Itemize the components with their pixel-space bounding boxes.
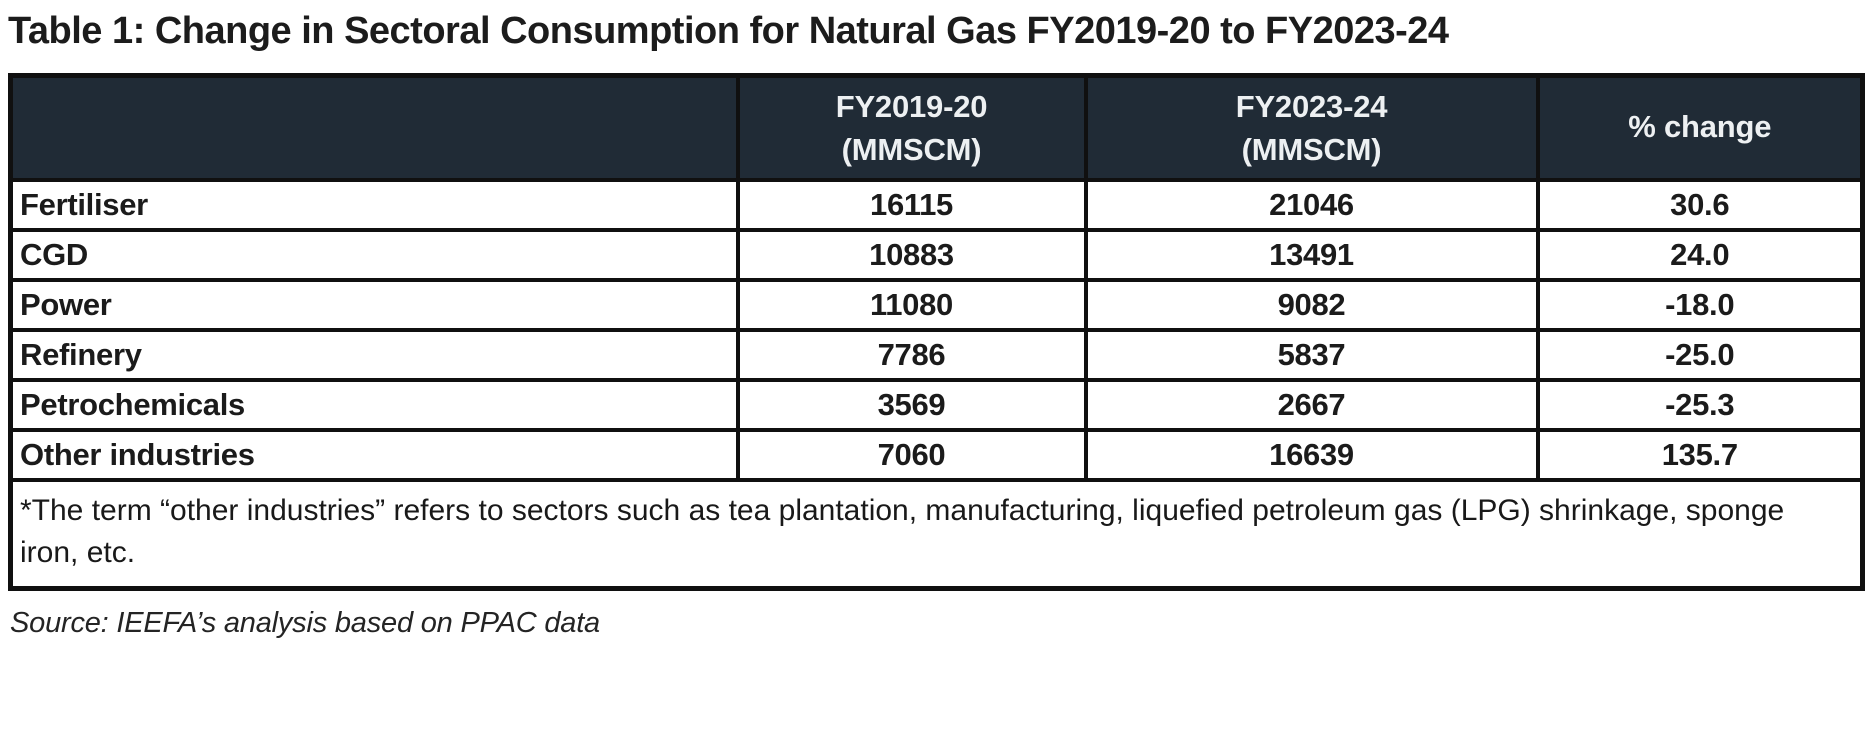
header-label-fy2019-20: FY2019-20 [835,89,988,125]
source-line: Source: IEEFA’s analysis based on PPAC d… [10,606,600,639]
cell-sector: Other industries [8,427,740,482]
cell-sector: Power [8,277,740,332]
table-title: Table 1: Change in Sectoral Consumption … [8,10,1449,52]
cell-pct-change: 24.0 [1535,227,1865,282]
header-label-fy2023-24: FY2023-24 [1235,89,1388,125]
page: Table 1: Change in Sectoral Consumption … [8,10,1865,639]
cell-fy2019-20: 16115 [735,177,1088,232]
table-row-power: Power 11080 9082 -18.0 [8,277,1865,332]
cell-fy2019-20: 7060 [735,427,1088,482]
cell-pct-change: -25.3 [1535,377,1865,432]
table-row-footnote: *The term “other industries” refers to s… [8,477,1865,590]
table-row-petrochemicals: Petrochemicals 3569 2667 -25.3 [8,377,1865,432]
cell-fy2023-24: 16639 [1083,427,1540,482]
cell-fy2019-20: 3569 [735,377,1088,432]
cell-sector: Petrochemicals [8,377,740,432]
header-sublabel-fy2019-20: (MMSCM) [841,132,982,168]
cell-fy2023-24: 2667 [1083,377,1540,432]
table-row-cgd: CGD 10883 13491 24.0 [8,227,1865,282]
table-row-other-industries: Other industries 7060 16639 135.7 [8,427,1865,482]
cell-pct-change: -18.0 [1535,277,1865,332]
cell-fy2023-24: 5837 [1083,327,1540,382]
header-cell-fy2023-24: FY2023-24 (MMSCM) [1083,73,1540,182]
sectoral-consumption-table: FY2019-20 (MMSCM) FY2023-24 (MMSCM) % ch… [8,73,1865,591]
header-cell-fy2019-20: FY2019-20 (MMSCM) [735,73,1088,182]
cell-sector: CGD [8,227,740,282]
table-row-fertiliser: Fertiliser 16115 21046 30.6 [8,177,1865,232]
table-body: Fertiliser 16115 21046 30.6 CGD 10883 13… [8,177,1865,590]
header-row: FY2019-20 (MMSCM) FY2023-24 (MMSCM) % ch… [8,73,1865,182]
table-row-refinery: Refinery 7786 5837 -25.0 [8,327,1865,382]
header-cell-pct-change: % change [1535,73,1865,182]
cell-fy2019-20: 10883 [735,227,1088,282]
cell-fy2023-24: 9082 [1083,277,1540,332]
cell-sector: Fertiliser [8,177,740,232]
cell-pct-change: 30.6 [1535,177,1865,232]
header-sublabel-fy2023-24: (MMSCM) [1241,132,1382,168]
header-label-pct-change: % change [1628,109,1772,145]
cell-sector: Refinery [8,327,740,382]
table-footnote: *The term “other industries” refers to s… [8,477,1865,590]
cell-fy2019-20: 11080 [735,277,1088,332]
table-header: FY2019-20 (MMSCM) FY2023-24 (MMSCM) % ch… [8,73,1865,182]
header-cell-sector [8,73,740,182]
cell-fy2019-20: 7786 [735,327,1088,382]
cell-fy2023-24: 21046 [1083,177,1540,232]
cell-fy2023-24: 13491 [1083,227,1540,282]
cell-pct-change: 135.7 [1535,427,1865,482]
cell-pct-change: -25.0 [1535,327,1865,382]
